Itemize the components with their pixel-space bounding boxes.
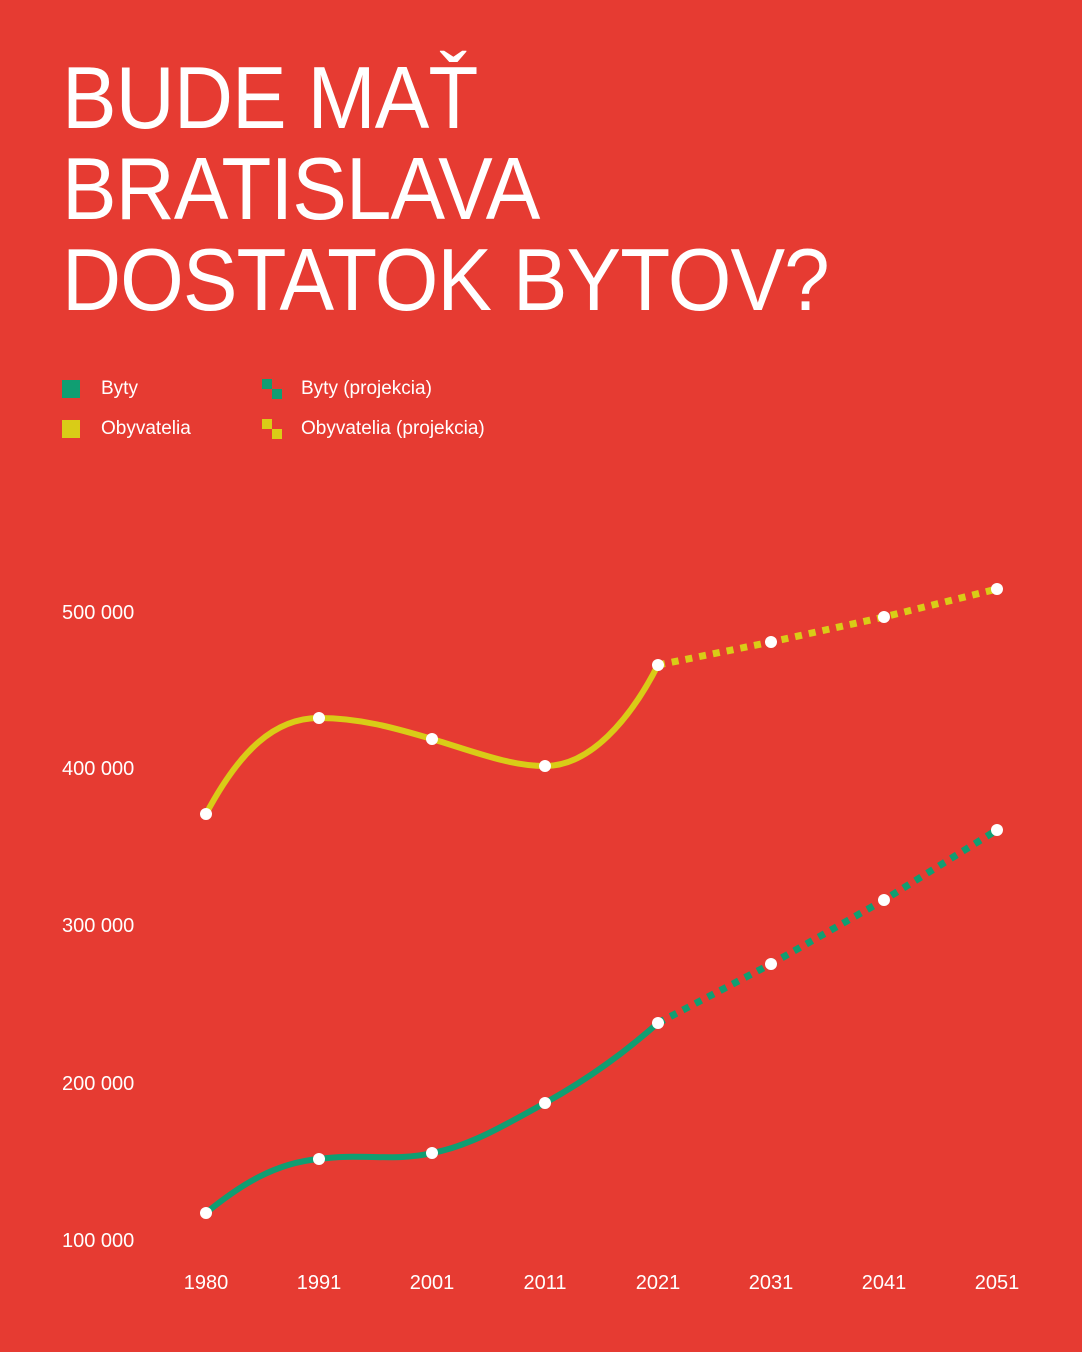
byty-line bbox=[203, 1020, 661, 1216]
data-point bbox=[426, 1147, 438, 1159]
x-axis: 1980 1991 2001 2011 2021 2031 2041 2051 bbox=[184, 1272, 1020, 1294]
y-tick: 500 000 bbox=[62, 602, 134, 624]
y-tick: 200 000 bbox=[62, 1073, 134, 1095]
obyvatelia-projection-line bbox=[657, 585, 998, 669]
data-point bbox=[991, 583, 1003, 595]
data-point bbox=[200, 808, 212, 820]
x-tick: 2011 bbox=[523, 1272, 566, 1294]
data-point bbox=[765, 636, 777, 648]
byty-projection-line bbox=[656, 827, 999, 1027]
title-line-1: BUDE MAŤ bbox=[62, 48, 478, 147]
x-tick: 2001 bbox=[410, 1272, 455, 1294]
byty-solid-swatch-icon bbox=[62, 380, 80, 398]
data-point bbox=[765, 958, 777, 970]
data-point bbox=[200, 1207, 212, 1219]
legend-label: Obyvatelia bbox=[101, 418, 191, 439]
data-point bbox=[652, 1017, 664, 1029]
x-tick: 2031 bbox=[749, 1272, 794, 1294]
data-point bbox=[539, 1097, 551, 1109]
y-axis: 500 000 400 000 300 000 200 000 100 000 bbox=[62, 602, 134, 1252]
x-tick: 1980 bbox=[184, 1272, 229, 1294]
byty-dotted-swatch-icon bbox=[262, 379, 282, 399]
data-point bbox=[878, 894, 890, 906]
legend-label: Byty (projekcia) bbox=[301, 378, 432, 399]
data-point bbox=[313, 1153, 325, 1165]
y-tick: 300 000 bbox=[62, 915, 134, 937]
data-point bbox=[313, 712, 325, 724]
legend-item-obyvatelia: Obyvatelia bbox=[62, 418, 191, 440]
data-point bbox=[652, 659, 664, 671]
page-title: BUDE MAŤ BRATISLAVA DOSTATOK BYTOV? bbox=[62, 48, 830, 329]
data-point bbox=[878, 611, 890, 623]
legend-item-obyvatelia-projekcia: Obyvatelia (projekcia) bbox=[262, 418, 485, 440]
data-points bbox=[200, 583, 1003, 1219]
obyvatelia-dotted-swatch-icon bbox=[262, 419, 282, 439]
x-tick: 2021 bbox=[636, 1272, 681, 1294]
x-tick: 2041 bbox=[862, 1272, 907, 1294]
legend-item-byty: Byty bbox=[62, 378, 138, 400]
data-point bbox=[991, 824, 1003, 836]
y-tick: 100 000 bbox=[62, 1230, 134, 1252]
legend-label: Obyvatelia (projekcia) bbox=[301, 418, 485, 439]
data-point bbox=[539, 760, 551, 772]
title-line-3: DOSTATOK BYTOV? bbox=[62, 230, 830, 329]
obyvatelia-solid-swatch-icon bbox=[62, 420, 80, 438]
y-tick: 400 000 bbox=[62, 758, 134, 780]
x-tick: 1991 bbox=[297, 1272, 342, 1294]
data-point bbox=[426, 733, 438, 745]
x-tick: 2051 bbox=[975, 1272, 1020, 1294]
legend-label: Byty bbox=[101, 378, 138, 399]
legend-item-byty-projekcia: Byty (projekcia) bbox=[262, 378, 432, 400]
title-line-2: BRATISLAVA bbox=[62, 139, 540, 238]
